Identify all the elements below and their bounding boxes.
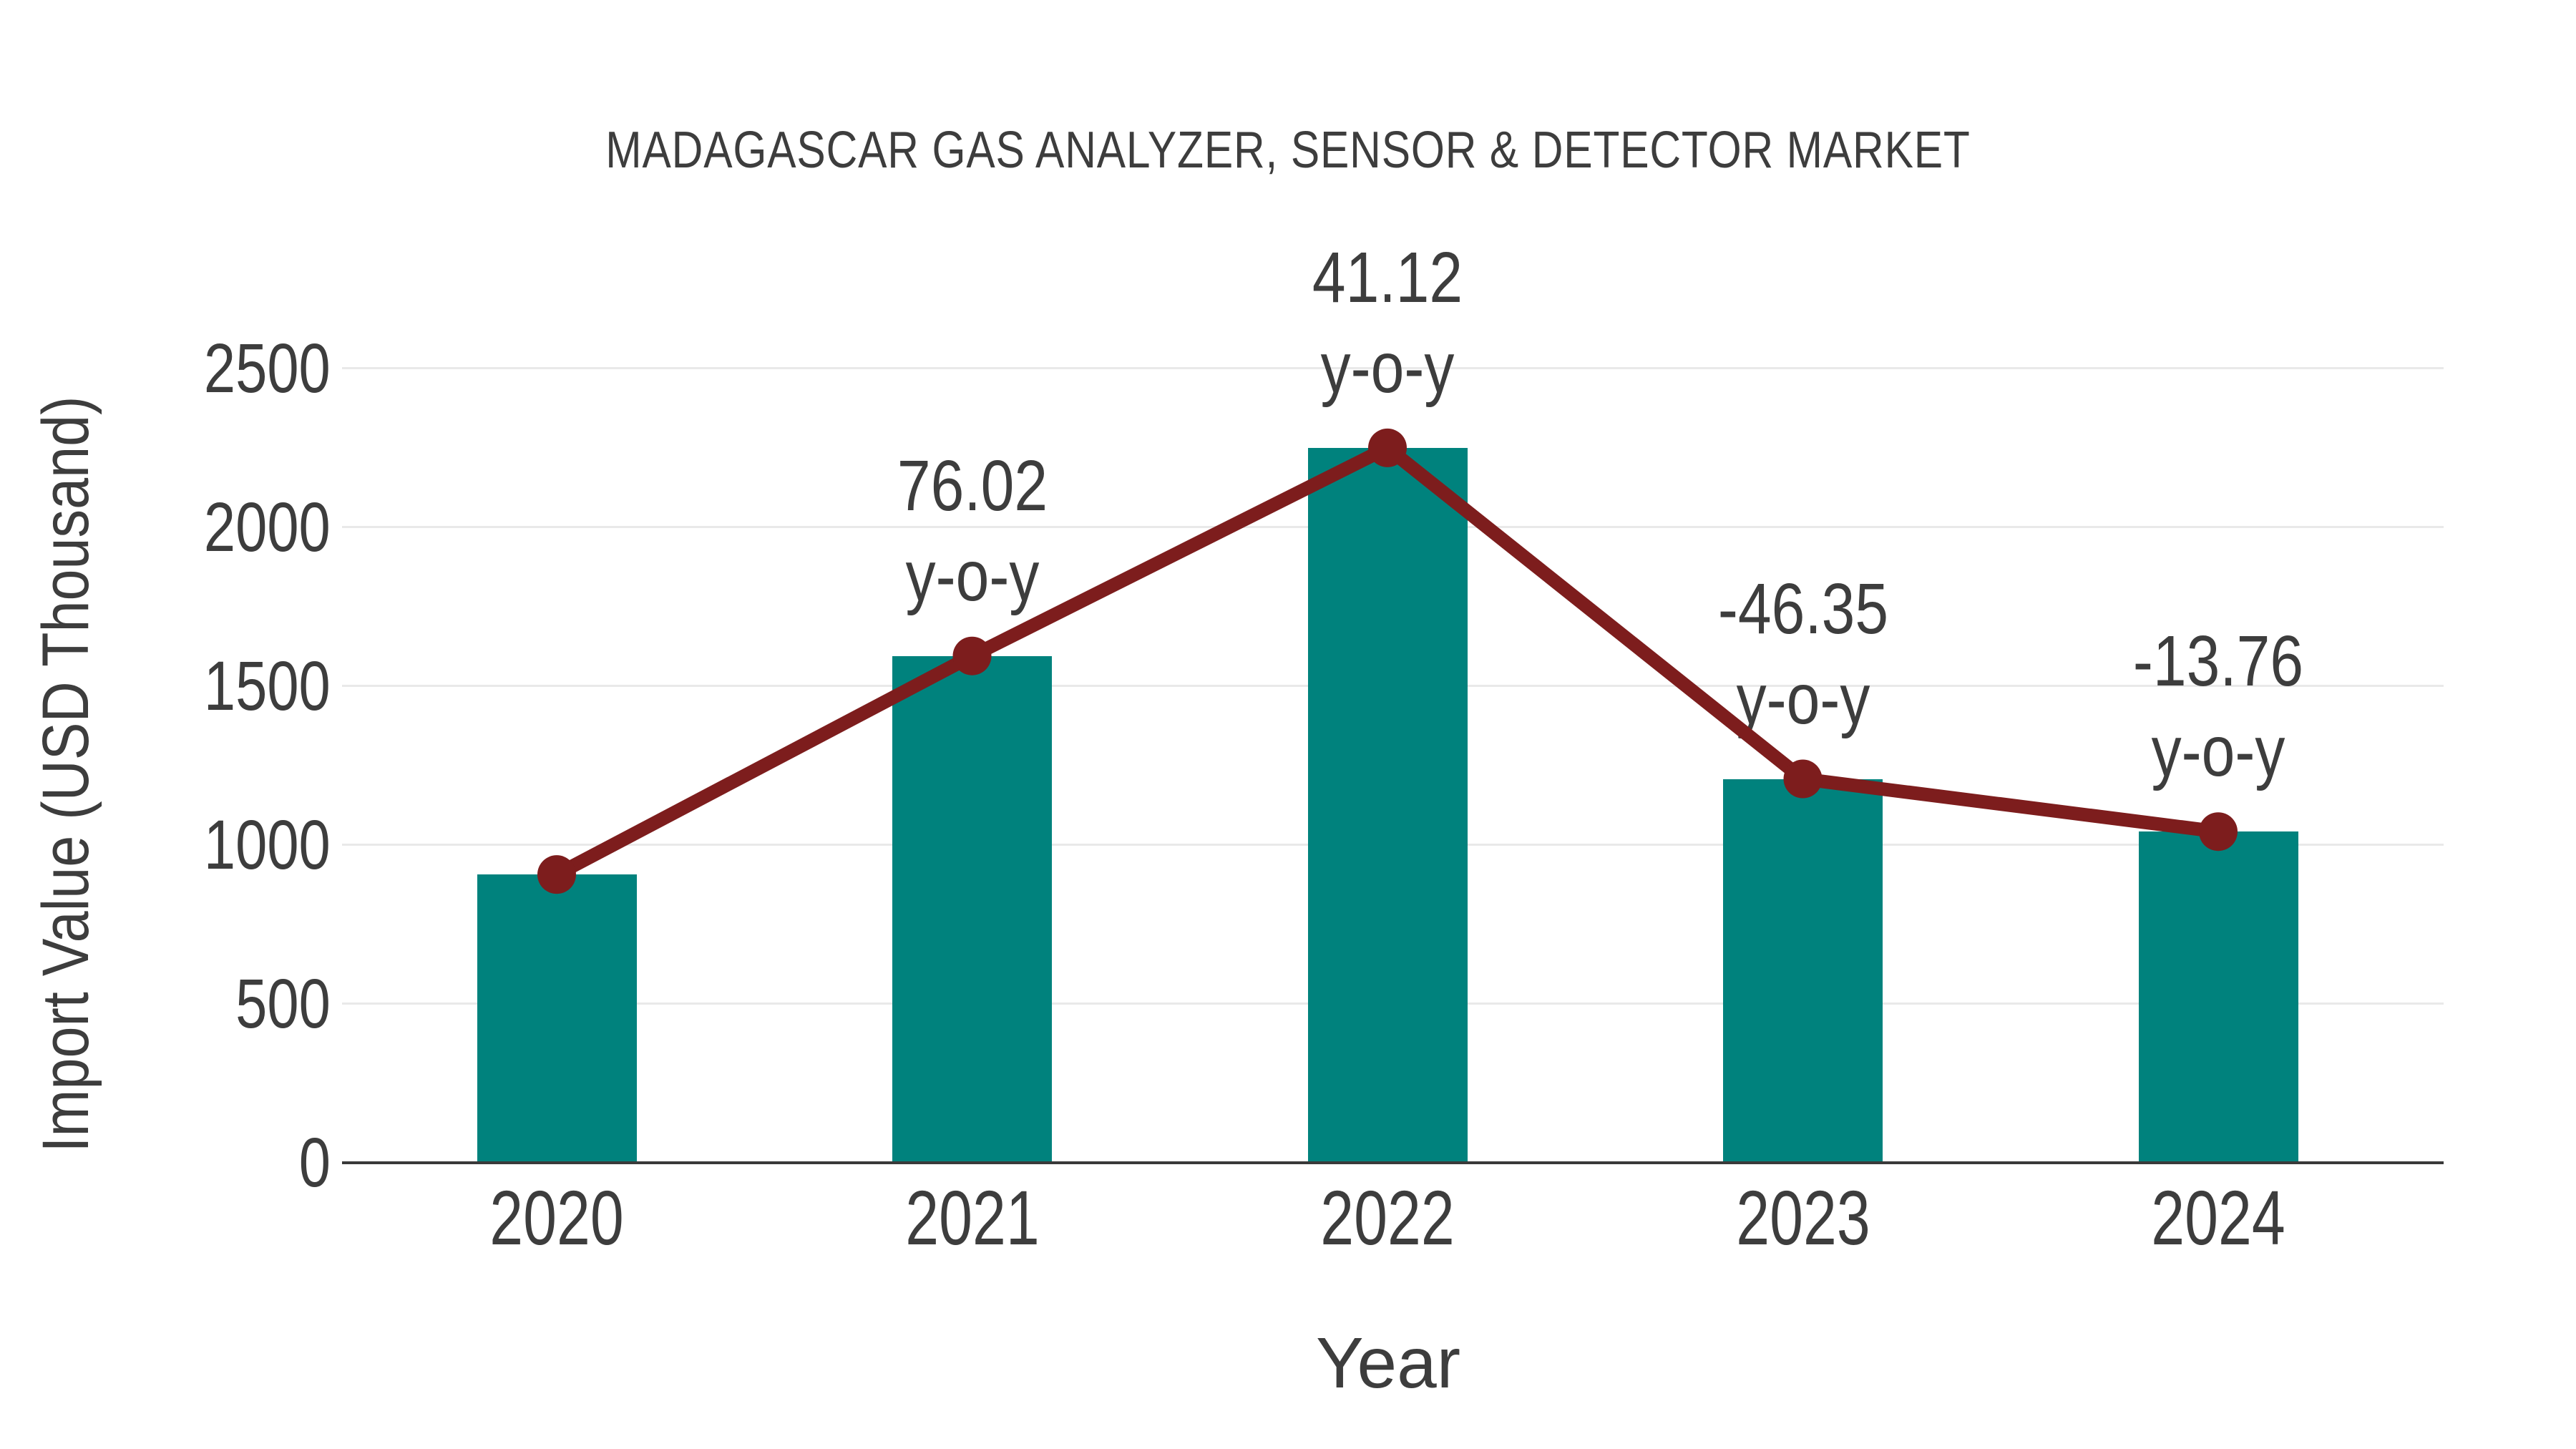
- x-tick-label-2020: 2020: [471, 1179, 643, 1257]
- annotation-value: 41.12: [1312, 237, 1463, 318]
- trend-line: [553, 441, 2220, 881]
- y-tick-label-2000: 2000: [176, 492, 331, 562]
- y-tick-label-500: 500: [215, 969, 331, 1038]
- y-tick-text: 2000: [204, 487, 331, 566]
- bar-2024: [2138, 831, 2298, 1164]
- y-tick-label-2500: 2500: [176, 333, 331, 403]
- marker-2022: [1368, 428, 1407, 467]
- annotation-value: -13.76: [2132, 621, 2304, 702]
- y-tick-label-0: 0: [292, 1128, 331, 1197]
- x-tick-text: 2023: [1735, 1174, 1870, 1261]
- y-tick-label-1500: 1500: [176, 651, 331, 721]
- x-axis-title: Year: [1316, 1324, 1460, 1402]
- y-axis-title: Import Value (USD Thousand): [29, 396, 102, 1153]
- marker-2020: [537, 855, 576, 894]
- chart-title: MADAGASCAR GAS ANALYZER, SENSOR & DETECT…: [476, 123, 2101, 177]
- x-axis-line: [342, 1161, 2444, 1164]
- x-tick-label-2024: 2024: [2132, 1179, 2304, 1257]
- marker-2023: [1783, 759, 1823, 799]
- annotation-value: -46.35: [1717, 568, 1888, 649]
- annotation-value: 76.02: [897, 445, 1048, 526]
- y-axis-title-text: Import Value (USD Thousand): [29, 396, 102, 1153]
- x-tick-text: 2024: [2151, 1174, 2285, 1261]
- annotation-2021: 76.02 y-o-y: [882, 441, 1061, 621]
- y-tick-text: 2500: [204, 328, 331, 407]
- x-tick-label-2022: 2022: [1302, 1179, 1473, 1257]
- y-tick-text: 500: [235, 964, 331, 1043]
- annotation-unit: y-o-y: [2151, 711, 2285, 792]
- y-tick-text: 1500: [204, 646, 331, 725]
- chart-title-text: MADAGASCAR GAS ANALYZER, SENSOR & DETECT…: [605, 122, 1971, 179]
- annotation-2023: -46.35 y-o-y: [1702, 564, 1905, 744]
- x-axis-title-text: Year: [1315, 1323, 1461, 1403]
- y-tick-text: 1000: [204, 805, 331, 884]
- y-tick-text: 0: [298, 1123, 331, 1201]
- gridline-2500: [342, 366, 2444, 369]
- annotation-unit: y-o-y: [905, 535, 1039, 616]
- annotation-unit: y-o-y: [1320, 327, 1455, 408]
- x-tick-label-2023: 2023: [1717, 1179, 1888, 1257]
- annotation-2022: 41.12 y-o-y: [1298, 233, 1477, 413]
- annotation-unit: y-o-y: [1736, 658, 1870, 739]
- marker-2024: [2199, 812, 2238, 852]
- bar-2020: [477, 874, 637, 1164]
- x-tick-label-2021: 2021: [886, 1179, 1058, 1257]
- x-tick-text: 2022: [1320, 1174, 1455, 1261]
- marker-2021: [952, 636, 992, 675]
- annotation-2024: -13.76 y-o-y: [2117, 616, 2320, 796]
- y-tick-label-1000: 1000: [176, 810, 331, 879]
- bar-2022: [1307, 447, 1468, 1164]
- x-tick-text: 2020: [489, 1174, 624, 1261]
- x-tick-text: 2021: [904, 1174, 1040, 1261]
- bar-2023: [1723, 779, 1883, 1164]
- bar-2021: [892, 655, 1052, 1164]
